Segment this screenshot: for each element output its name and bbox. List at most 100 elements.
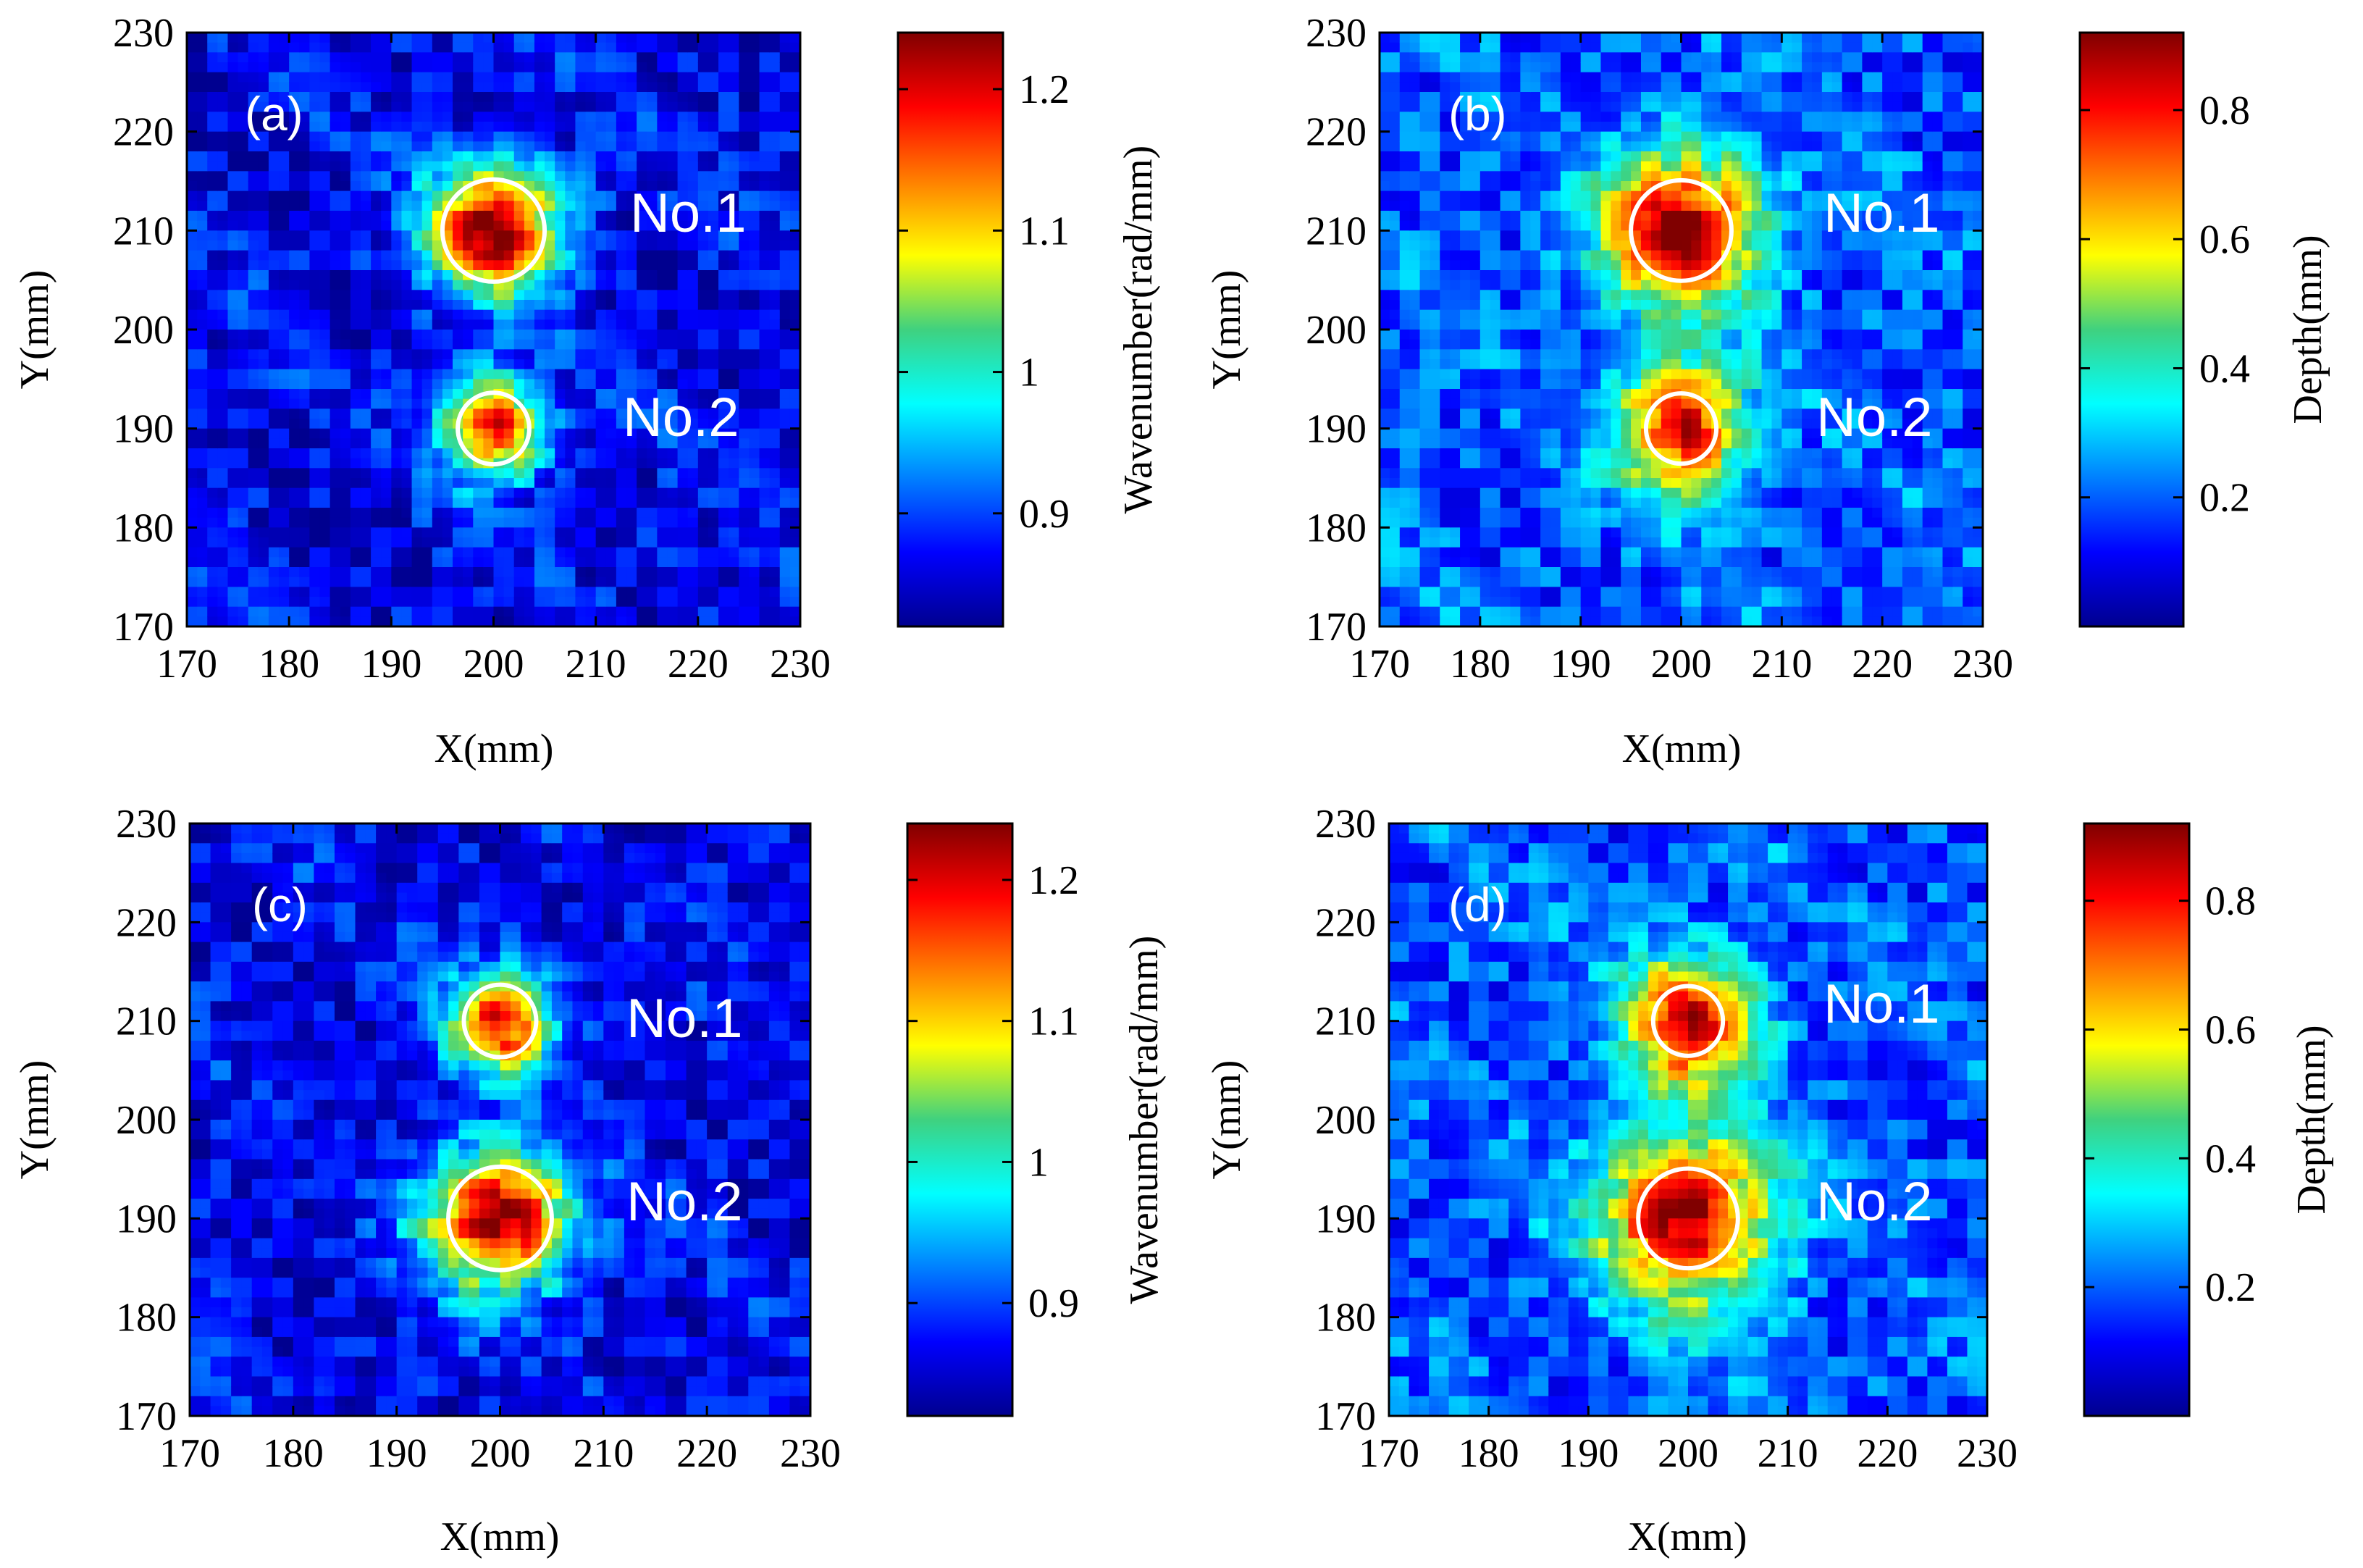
- heatmap-cell: [258, 349, 269, 360]
- heatmap-cell: [258, 369, 269, 380]
- heatmap-cell: [1490, 280, 1501, 290]
- heatmap-cell: [1580, 616, 1592, 627]
- heatmap-cell: [555, 141, 566, 152]
- heatmap-cell: [657, 161, 668, 172]
- heatmap-cell: [545, 567, 555, 578]
- heatmap-cell: [657, 72, 668, 83]
- heatmap-cell: [227, 309, 239, 320]
- heatmap-cell: [1380, 300, 1390, 311]
- heatmap-cell: [350, 330, 361, 340]
- heatmap-cell: [503, 527, 515, 538]
- heatmap-cell: [289, 141, 300, 152]
- heatmap-cell: [289, 211, 300, 222]
- heatmap-cell: [759, 577, 771, 587]
- heatmap-cell: [197, 428, 208, 439]
- heatmap-cell: [1399, 508, 1411, 519]
- heatmap-cell: [473, 122, 484, 133]
- heatmap-cell: [1440, 190, 1451, 201]
- heatmap-cell: [1540, 567, 1551, 578]
- heatmap-cell: [1409, 577, 1421, 587]
- heatmap-cell: [769, 240, 781, 251]
- heatmap-cell: [411, 122, 423, 133]
- heatmap-cell: [739, 309, 750, 320]
- heatmap-cell: [585, 438, 597, 449]
- heatmap-cell: [1520, 42, 1531, 53]
- heatmap-cell: [697, 309, 709, 320]
- heatmap-cell: [555, 122, 566, 133]
- heatmap-cell: [238, 398, 249, 409]
- heatmap-cell: [1409, 606, 1421, 617]
- heatmap-cell: [340, 33, 351, 43]
- heatmap-cell: [545, 448, 555, 459]
- heatmap-cell: [1530, 359, 1541, 370]
- heatmap-cell: [421, 220, 433, 231]
- heatmap-cell: [227, 508, 239, 519]
- heatmap-cell: [534, 309, 545, 320]
- heatmap-cell: [1520, 240, 1531, 251]
- heatmap-cell: [1409, 616, 1421, 627]
- heatmap-cell: [647, 498, 658, 508]
- heatmap-cell: [1530, 557, 1541, 568]
- heatmap-cell: [197, 151, 208, 162]
- heatmap-cell: [667, 537, 679, 548]
- heatmap-cell: [616, 537, 627, 548]
- heatmap-cell: [299, 478, 310, 489]
- heatmap-cell: [207, 290, 218, 301]
- heatmap-cell: [729, 42, 739, 53]
- heatmap-cell: [1380, 260, 1390, 271]
- heatmap-cell: [421, 597, 433, 608]
- heatmap-cell: [1540, 458, 1551, 469]
- heatmap-cell: [299, 122, 310, 133]
- heatmap-cell: [289, 398, 300, 409]
- heatmap-cell: [350, 597, 361, 608]
- heatmap-cell: [585, 330, 597, 340]
- heatmap-cell: [1440, 72, 1451, 83]
- heatmap-cell: [1430, 468, 1440, 479]
- heatmap-cell: [729, 498, 739, 508]
- heatmap-cell: [1540, 260, 1551, 271]
- heatmap-cell: [289, 33, 300, 43]
- heatmap-cell: [1389, 428, 1401, 439]
- heatmap-cell: [299, 151, 310, 162]
- heatmap-cell: [1460, 557, 1471, 568]
- heatmap-cell: [565, 428, 576, 439]
- heatmap-cell: [248, 270, 259, 281]
- heatmap-cell: [595, 487, 607, 498]
- heatmap-cell: [1500, 369, 1511, 380]
- heatmap-cell: [391, 438, 403, 449]
- heatmap-cell: [360, 606, 372, 617]
- heatmap-cell: [545, 587, 555, 598]
- heatmap-cell: [513, 161, 525, 172]
- heatmap-cell: [585, 270, 597, 281]
- heatmap-cell: [289, 606, 300, 617]
- heatmap-cell: [1520, 190, 1531, 201]
- heatmap-cell: [697, 478, 709, 489]
- heatmap-cell: [442, 567, 453, 578]
- heatmap-cell: [340, 190, 351, 201]
- heatmap-cell: [1540, 547, 1551, 558]
- heatmap-cell: [524, 131, 535, 142]
- heatmap-cell: [729, 260, 739, 271]
- heatmap-cell: [739, 72, 750, 83]
- heatmap-cell: [1389, 487, 1401, 498]
- heatmap-cell: [217, 468, 229, 479]
- heatmap-cell: [1550, 220, 1561, 231]
- heatmap-cell: [360, 398, 372, 409]
- heatmap-cell: [1550, 448, 1561, 459]
- heatmap-cell: [187, 112, 198, 122]
- heatmap-cell: [605, 171, 617, 182]
- heatmap-cell: [708, 33, 719, 43]
- heatmap-cell: [248, 280, 259, 290]
- heatmap-cell: [309, 379, 321, 390]
- heatmap-cell: [493, 359, 505, 370]
- heatmap-cell: [411, 567, 423, 578]
- heatmap-cell: [350, 487, 361, 498]
- heatmap-cell: [381, 339, 392, 350]
- heatmap-cell: [503, 309, 515, 320]
- heatmap-cell: [605, 290, 617, 301]
- heatmap-cell: [330, 171, 341, 182]
- heatmap-cell: [739, 616, 750, 627]
- heatmap-cell: [1399, 458, 1411, 469]
- heatmap-cell: [605, 112, 617, 122]
- heatmap-cell: [524, 181, 535, 192]
